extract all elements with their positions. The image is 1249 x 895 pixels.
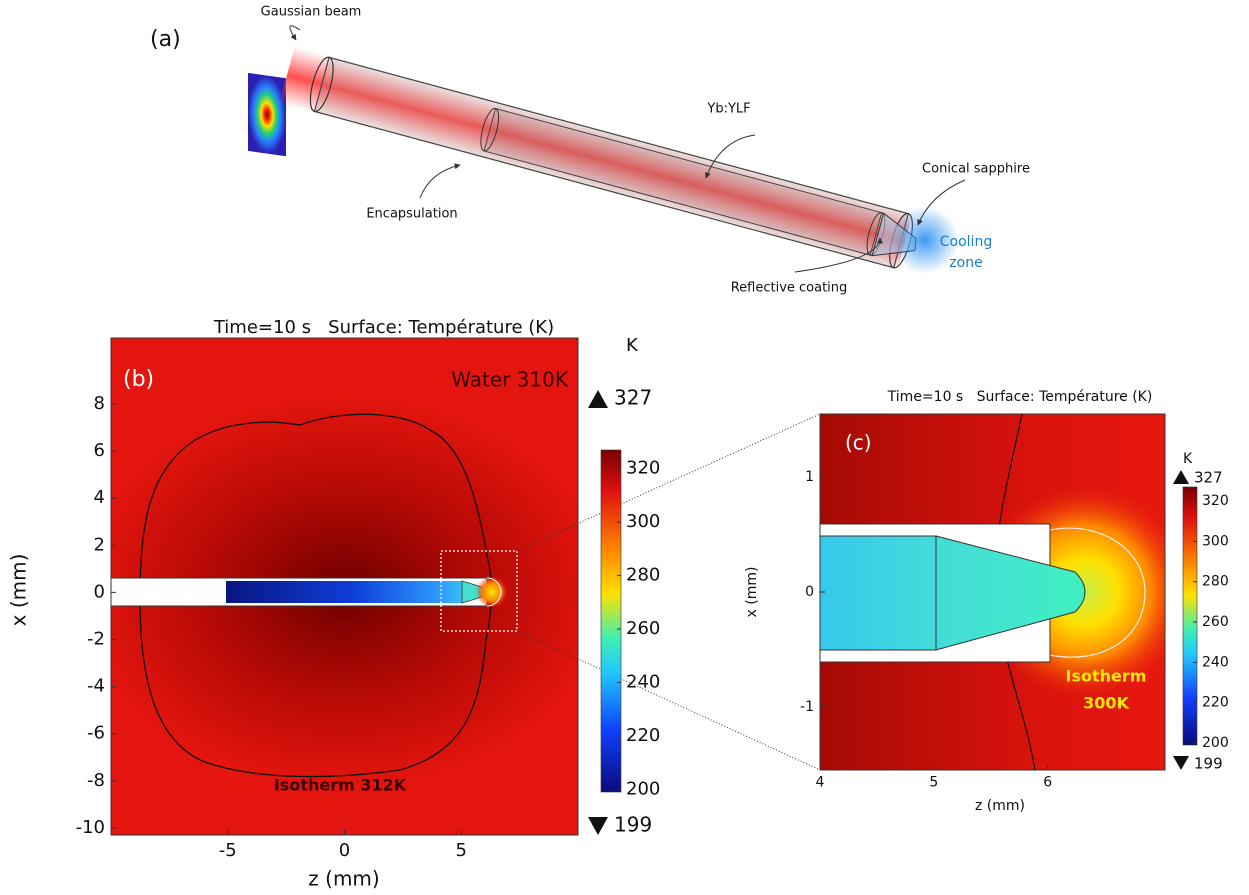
annotation: 300K (1083, 694, 1129, 713)
figure: (a) Gaussian beam Yb:YLF Conical sapphir… (0, 0, 1249, 895)
y-tick-label: 8 (94, 393, 105, 414)
colorbar-unit: K (626, 335, 639, 356)
panel-label: (b) (123, 367, 154, 392)
y-axis-label: x (mm) (744, 567, 760, 618)
panel-label: (a) (150, 27, 181, 52)
heatmap (820, 414, 1165, 770)
x-tick-label: -5 (219, 840, 237, 861)
x-tick-label: 0 (339, 840, 350, 861)
annotation: Isotherm 312K (274, 776, 407, 795)
x-tick-label: 5 (456, 840, 467, 861)
y-tick-label: 4 (94, 487, 105, 508)
heatmap (111, 338, 578, 835)
colorbar-tick-label: 240 (1202, 654, 1229, 670)
colorbar-tick-label: 320 (1202, 493, 1229, 509)
annotation: Water 310K (451, 368, 569, 392)
colorbar-tick-label: 280 (1202, 574, 1229, 590)
colorbar-tick-label: 300 (1202, 533, 1229, 549)
colorbar-tick-label: 320 (626, 458, 660, 479)
y-tick-label: -2 (87, 628, 105, 649)
panel-label: (c) (845, 431, 872, 455)
min-marker (1173, 756, 1189, 770)
y-tick-label: 1 (805, 469, 814, 485)
colorbar-unit: K (1183, 451, 1193, 467)
beam-profile (248, 73, 286, 156)
colorbar-tick-label: 200 (1202, 735, 1229, 751)
y-tick-label: -10 (76, 817, 105, 838)
annotation: Encapsulation (366, 207, 457, 222)
max-marker (1173, 470, 1189, 484)
y-tick-label: 6 (94, 440, 105, 461)
x-tick-label: 6 (1043, 775, 1052, 791)
y-tick-label: -4 (87, 676, 105, 697)
annotation: Isotherm (1066, 667, 1147, 686)
colorbar-tick-label: 220 (1202, 695, 1229, 711)
annotation: Yb:YLF (706, 102, 750, 117)
annotation: Reflective coating (731, 281, 848, 296)
colorbar-tick-label: 240 (626, 671, 660, 692)
y-axis-label: x (mm) (7, 554, 31, 627)
x-axis-label: z (mm) (975, 798, 1025, 814)
annotation: Conical sapphire (922, 162, 1030, 177)
min-marker (588, 817, 608, 835)
colorbar-tick-label: 220 (626, 725, 660, 746)
y-tick-label: -6 (87, 723, 105, 744)
colorbar (601, 450, 621, 792)
colorbar-min: 199 (614, 813, 652, 837)
y-tick-label: 0 (94, 581, 105, 602)
colorbar (1183, 487, 1197, 745)
crystal-drawing (279, 46, 924, 274)
colorbar-max: 327 (614, 386, 652, 410)
colorbar-tick-label: 260 (1202, 614, 1229, 630)
x-tick-label: 4 (816, 775, 825, 791)
annotation: Cooling (940, 234, 992, 250)
x-tick-label: 5 (929, 775, 938, 791)
panel-title: Time=10 s Surface: Température (K) (887, 389, 1153, 405)
annotation: zone (949, 255, 982, 271)
panel-title: Time=10 s Surface: Température (K) (213, 317, 554, 338)
y-tick-label: 0 (805, 584, 814, 600)
y-tick-label: 2 (94, 534, 105, 555)
y-tick-label: -1 (800, 699, 814, 715)
colorbar-min: 199 (1194, 755, 1223, 773)
x-axis-label: z (mm) (308, 867, 379, 891)
arrow (290, 26, 300, 40)
colorbar-tick-label: 260 (626, 618, 660, 639)
colorbar-max: 327 (1194, 469, 1223, 487)
arrow (420, 165, 460, 198)
colorbar-tick-label: 280 (626, 565, 660, 586)
max-marker (588, 390, 608, 408)
annotation: Gaussian beam (261, 5, 362, 20)
colorbar-tick-label: 300 (626, 511, 660, 532)
colorbar-tick-label: 200 (626, 778, 660, 799)
y-tick-label: -8 (87, 770, 105, 791)
